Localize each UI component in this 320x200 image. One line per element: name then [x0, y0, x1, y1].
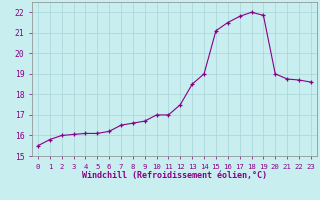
X-axis label: Windchill (Refroidissement éolien,°C): Windchill (Refroidissement éolien,°C)	[82, 171, 267, 180]
